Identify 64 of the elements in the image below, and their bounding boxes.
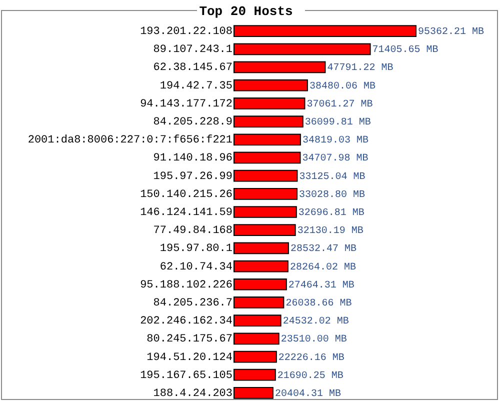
data-label: 32696.81 MB — [298, 208, 364, 219]
bar — [234, 224, 296, 236]
y-tick-label: 195.97.80.1 — [160, 243, 233, 256]
y-tick-label: 193.201.22.108 — [140, 26, 232, 38]
bar — [234, 296, 284, 308]
y-tick-label: 150.140.215.26 — [140, 188, 232, 201]
data-label: 47791.22 MB — [327, 63, 394, 74]
y-tick-label: 91.140.18.96 — [153, 152, 232, 165]
y-tick-label: 77.49.84.168 — [153, 225, 232, 238]
bar — [234, 25, 416, 37]
data-label: 24532.02 MB — [282, 316, 349, 328]
bar — [234, 152, 301, 164]
y-tick-label: 202.246.162.34 — [140, 316, 233, 328]
bar — [234, 314, 282, 326]
data-label: 21690.25 MB — [277, 370, 344, 382]
bar — [234, 116, 304, 128]
y-tick-label: 194.51.20.124 — [146, 352, 233, 364]
bar — [234, 134, 301, 146]
data-label: 71405.65 MB — [372, 45, 438, 56]
bar — [234, 387, 274, 399]
data-label: 95362.21 MB — [418, 27, 484, 38]
y-tick-label: 195.167.65.105 — [140, 370, 232, 382]
y-tick-label: 188.4.24.203 — [153, 388, 232, 400]
chart-title: Top 20 Hosts — [199, 4, 293, 19]
bar — [234, 242, 289, 254]
data-label: 34819.03 MB — [302, 136, 368, 147]
y-tick-label: 194.42.7.35 — [160, 80, 232, 92]
data-label: 32130.19 MB — [297, 226, 364, 238]
bar — [234, 188, 298, 200]
data-label: 33125.04 MB — [299, 172, 366, 183]
bar — [234, 206, 297, 218]
y-tick-label: 94.143.177.172 — [140, 98, 232, 110]
y-tick-label: 84.205.236.7 — [153, 297, 232, 310]
data-label: 28264.02 MB — [290, 262, 356, 274]
bar — [234, 350, 277, 363]
bar — [234, 61, 326, 74]
y-tick-label: 62.38.145.67 — [153, 62, 232, 74]
bar — [234, 43, 371, 56]
y-tick-label: 62.10.74.34 — [160, 261, 233, 274]
data-label: 36099.81 MB — [304, 118, 371, 129]
bar — [234, 79, 308, 92]
data-label: 22226.16 MB — [278, 352, 344, 364]
data-label: 34707.98 MB — [302, 154, 368, 165]
y-tick-label: 2001:da8:8006:227:0:7:f656:f221 — [28, 134, 233, 147]
bar — [234, 98, 306, 110]
y-tick-label: 84.205.228.9 — [153, 116, 232, 129]
bar — [234, 260, 288, 272]
y-tick-label: 95.188.102.226 — [140, 279, 232, 292]
bar — [234, 332, 280, 345]
data-label: 28532.47 MB — [290, 244, 356, 256]
y-tick-label: 80.245.175.67 — [146, 334, 232, 346]
y-tick-label: 89.107.243.1 — [153, 44, 233, 56]
bar — [234, 278, 287, 290]
data-label: 26038.66 MB — [286, 298, 352, 310]
data-label: 37061.27 MB — [306, 99, 373, 110]
bar — [234, 368, 276, 381]
data-label: 38480.06 MB — [309, 81, 376, 92]
data-label: 23510.00 MB — [280, 334, 347, 346]
data-label: 20404.31 MB — [274, 388, 341, 400]
bar — [234, 170, 298, 182]
y-tick-label: 195.97.26.99 — [153, 170, 232, 183]
y-tick-label: 146.124.141.59 — [140, 207, 232, 219]
data-label: 27464.31 MB — [288, 280, 354, 292]
data-label: 33028.80 MB — [299, 190, 366, 201]
